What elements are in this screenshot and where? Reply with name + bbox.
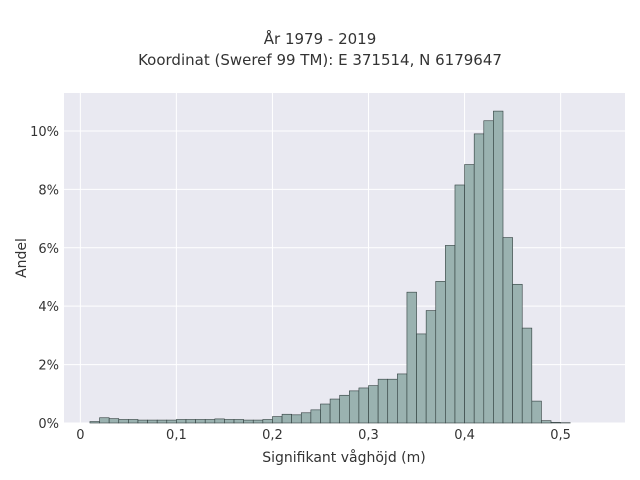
x-tick-label: 0,3 bbox=[358, 428, 379, 443]
histogram-bar bbox=[185, 419, 196, 424]
histogram-bar bbox=[89, 421, 100, 424]
histogram-bar bbox=[310, 409, 321, 424]
chart-subtitle: Koordinat (Sweref 99 TM): E 371514, N 61… bbox=[138, 51, 502, 69]
histogram-bar bbox=[195, 419, 206, 424]
histogram-bar bbox=[502, 237, 513, 424]
histogram-bar bbox=[512, 283, 523, 424]
histogram-bar bbox=[425, 310, 437, 424]
histogram-bar bbox=[521, 327, 533, 424]
x-tick-label: 0,1 bbox=[166, 428, 187, 443]
histogram-bar bbox=[166, 419, 177, 424]
plot-area bbox=[64, 93, 625, 423]
histogram-bar bbox=[118, 419, 129, 424]
x-tick-label: 0,5 bbox=[550, 428, 571, 443]
histogram-bar bbox=[406, 291, 417, 424]
histogram-bar bbox=[550, 422, 561, 424]
histogram-bar bbox=[156, 419, 168, 424]
y-axis-ticks: 0% 2% 4% 6% 8% 10% bbox=[30, 125, 59, 432]
histogram-bar bbox=[204, 419, 216, 424]
bars bbox=[89, 110, 571, 424]
histogram-bar bbox=[108, 418, 120, 424]
histogram-bar bbox=[473, 133, 485, 424]
histogram-bar bbox=[454, 184, 465, 424]
y-tick-label: 2% bbox=[38, 359, 59, 374]
histogram-bar bbox=[262, 419, 273, 424]
histogram-bar bbox=[224, 419, 235, 424]
histogram-bar bbox=[397, 373, 408, 424]
histogram-bar bbox=[137, 419, 148, 424]
histogram-bar bbox=[445, 245, 456, 424]
histogram-bar bbox=[464, 164, 475, 424]
x-tick-label: 0,4 bbox=[454, 428, 475, 443]
histogram-bar bbox=[320, 403, 331, 424]
histogram-bar bbox=[531, 400, 542, 424]
y-axis-label: Andel bbox=[14, 238, 30, 278]
histogram-bar bbox=[358, 387, 369, 424]
histogram-bar bbox=[435, 281, 446, 424]
y-tick-label: 10% bbox=[30, 125, 59, 140]
histogram-bar bbox=[291, 414, 302, 424]
x-axis-ticks: 0 0,1 0,2 0,3 0,4 0,5 bbox=[76, 428, 571, 443]
histogram-bar bbox=[128, 419, 139, 424]
histogram-bar bbox=[147, 419, 158, 424]
histogram-bar bbox=[339, 394, 350, 424]
histogram-bar bbox=[300, 412, 312, 424]
histogram-bar bbox=[349, 390, 360, 424]
histogram-bar bbox=[233, 419, 244, 424]
histogram-bar bbox=[483, 120, 494, 424]
x-tick-label: 0 bbox=[76, 428, 84, 443]
y-tick-label: 0% bbox=[38, 417, 59, 432]
histogram-bar bbox=[377, 378, 389, 424]
chart-title: År 1979 - 2019 bbox=[263, 30, 377, 48]
y-tick-label: 8% bbox=[38, 183, 59, 198]
histogram-bar bbox=[99, 417, 110, 424]
histogram-bar bbox=[214, 418, 225, 424]
histogram-bar bbox=[541, 420, 552, 424]
x-tick-label: 0,2 bbox=[262, 428, 283, 443]
histogram-bar bbox=[387, 378, 398, 424]
y-tick-label: 6% bbox=[38, 242, 59, 257]
histogram-bar bbox=[416, 333, 427, 424]
histogram-bar bbox=[368, 385, 379, 424]
histogram-bar bbox=[281, 413, 292, 424]
histogram-bar bbox=[176, 419, 187, 424]
y-tick-label: 4% bbox=[38, 300, 59, 315]
histogram-bar bbox=[329, 398, 340, 424]
histogram-bar bbox=[272, 416, 283, 424]
histogram-bar bbox=[252, 419, 264, 424]
x-axis-label: Signifikant våghöjd (m) bbox=[262, 449, 425, 466]
histogram-bar bbox=[243, 419, 254, 424]
histogram-bar bbox=[493, 110, 504, 424]
